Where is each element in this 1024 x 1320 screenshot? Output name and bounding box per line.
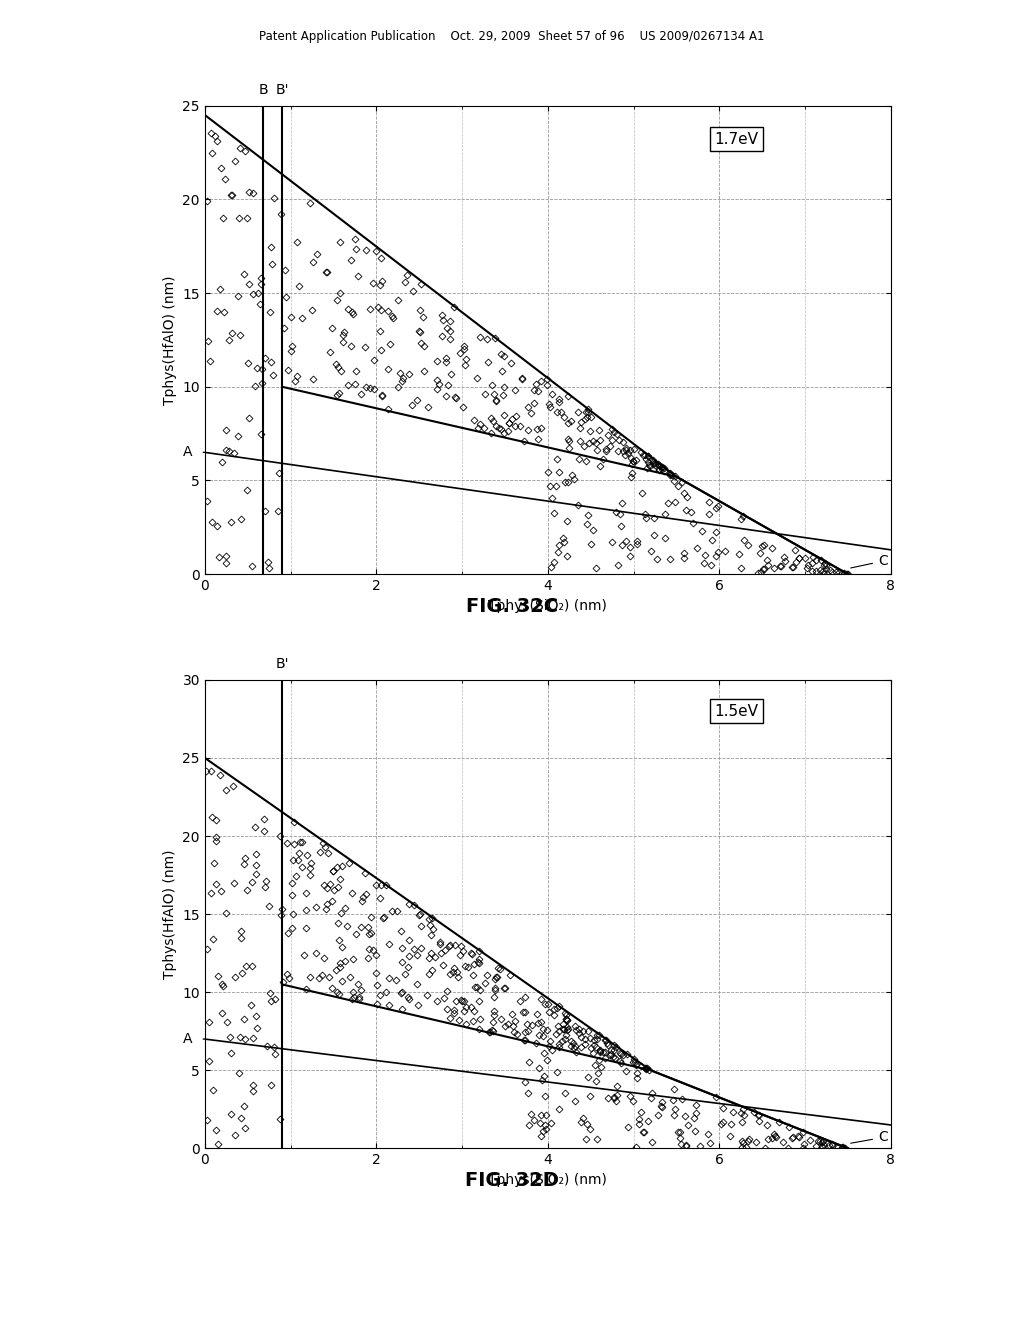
Text: Patent Application Publication    Oct. 29, 2009  Sheet 57 of 96    US 2009/02671: Patent Application Publication Oct. 29, … [259, 30, 765, 44]
Text: 1.7eV: 1.7eV [715, 132, 759, 147]
X-axis label: Tphys(SiO₂) (nm): Tphys(SiO₂) (nm) [488, 1172, 607, 1187]
Text: B': B' [275, 657, 289, 672]
Y-axis label: Tphys(HfAlO) (nm): Tphys(HfAlO) (nm) [163, 849, 177, 979]
Text: FIG. 32D: FIG. 32D [465, 1171, 559, 1189]
Text: B: B [258, 83, 268, 98]
Text: B': B' [275, 83, 289, 98]
Text: A: A [182, 445, 191, 459]
Text: C: C [851, 1130, 888, 1144]
Text: 1.5eV: 1.5eV [715, 704, 759, 718]
X-axis label: Tphys(SiO₂) (nm): Tphys(SiO₂) (nm) [488, 598, 607, 612]
Text: FIG. 32C: FIG. 32C [466, 597, 558, 615]
Y-axis label: Tphys(HfAlO) (nm): Tphys(HfAlO) (nm) [163, 275, 177, 405]
Text: C: C [851, 554, 888, 568]
Text: A: A [182, 1032, 191, 1045]
